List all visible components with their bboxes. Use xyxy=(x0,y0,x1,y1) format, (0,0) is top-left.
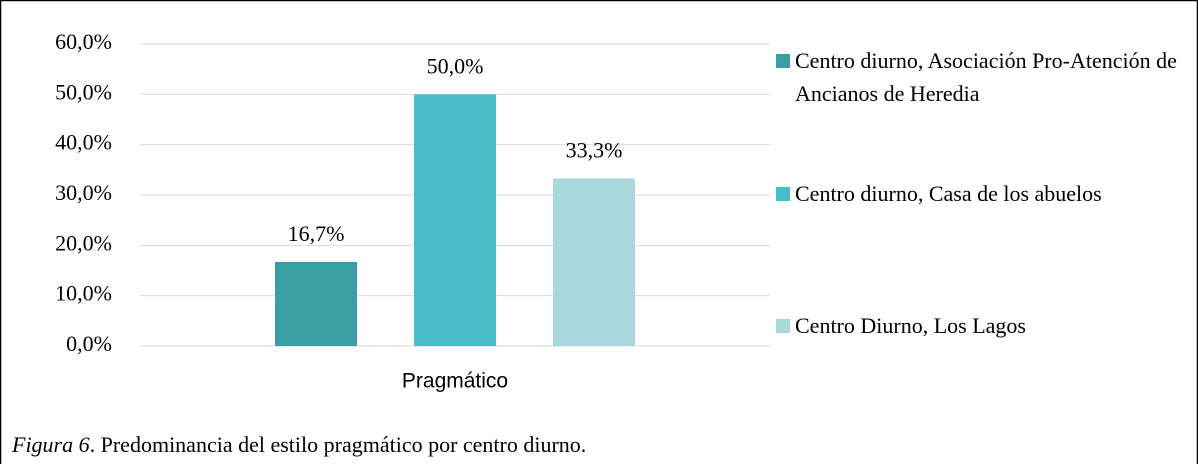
value-label: 33,3% xyxy=(566,137,623,162)
bar xyxy=(414,94,496,346)
x-tick-label: Pragmático xyxy=(402,370,508,393)
legend-entry: Centro diurno, Asociación Pro-Atención d… xyxy=(776,44,1186,110)
legend-label: Centro diurno, Casa de los abuelos xyxy=(795,181,1102,206)
legend-swatch xyxy=(776,319,790,333)
y-tick-label: 30,0% xyxy=(55,180,112,205)
y-tick-label: 60,0% xyxy=(55,29,112,54)
value-label: 50,0% xyxy=(427,53,484,78)
legend-swatch xyxy=(776,187,790,201)
y-tick-label: 0,0% xyxy=(66,331,112,356)
caption-label: Figura 6 xyxy=(12,432,90,457)
y-tick-label: 40,0% xyxy=(55,130,112,155)
legend-label: Centro Diurno, Los Lagos xyxy=(795,313,1026,338)
legend-swatch xyxy=(776,54,790,68)
y-tick-label: 20,0% xyxy=(55,230,112,255)
bar xyxy=(553,178,635,346)
y-tick-label: 10,0% xyxy=(55,281,112,306)
bar xyxy=(275,261,357,346)
caption-text: . Predominancia del estilo pragmático po… xyxy=(89,432,587,457)
y-tick-label: 50,0% xyxy=(55,79,112,104)
legend-entry: Centro diurno, Casa de los abuelos xyxy=(776,177,1186,210)
legend-entry: Centro Diurno, Los Lagos xyxy=(776,309,1186,342)
legend-label: Centro diurno, Asociación Pro-Atención d… xyxy=(795,48,1177,106)
caption: Figura 6. Predominancia del estilo pragm… xyxy=(12,432,586,458)
value-label: 16,7% xyxy=(288,221,345,246)
